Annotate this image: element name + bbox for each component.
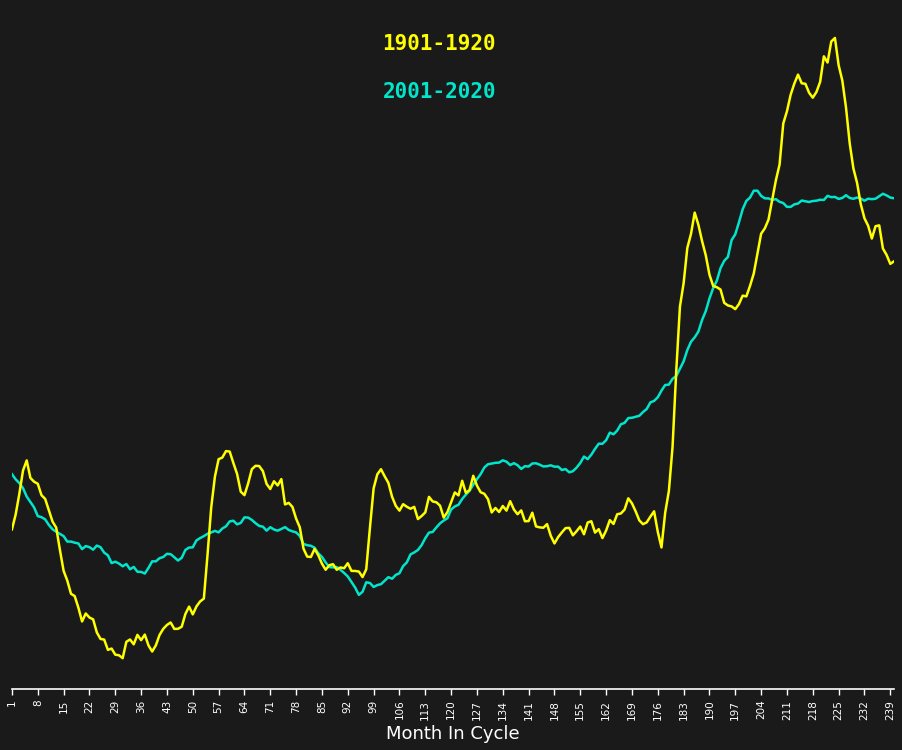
Text: 1901-1920: 1901-1920 [382, 34, 495, 54]
Text: 2001-2020: 2001-2020 [382, 82, 495, 102]
X-axis label: Month In Cycle: Month In Cycle [386, 725, 520, 743]
